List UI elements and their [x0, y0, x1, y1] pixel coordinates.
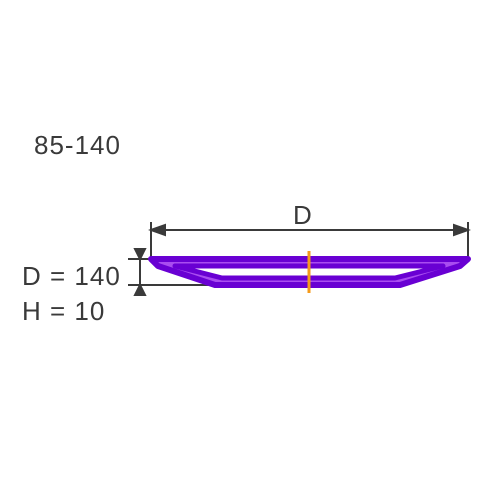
dimension-drawing: [0, 0, 500, 500]
diagram-stage: 85-140 D D = 140 H = 10: [0, 0, 500, 500]
